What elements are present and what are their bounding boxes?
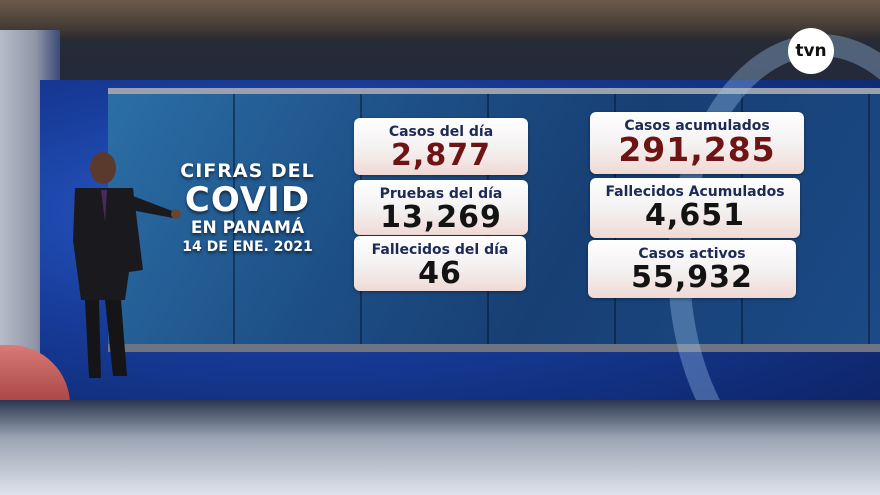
presenter-silhouette bbox=[73, 152, 181, 378]
stat-value: 4,651 bbox=[645, 198, 745, 233]
stat-label: Casos acumulados bbox=[624, 118, 770, 134]
title-line-2: COVID bbox=[184, 180, 311, 220]
studio-floor bbox=[0, 400, 880, 495]
stat-label: Fallecidos Acumulados bbox=[605, 184, 785, 200]
stat-label: Casos activos bbox=[638, 246, 746, 262]
stat-card-casos-activos: Casos activos 55,932 bbox=[588, 240, 796, 298]
graphic-title: CIFRAS DEL COVID EN PANAMÁ 14 DE ENE. 20… bbox=[180, 160, 315, 256]
stat-card-casos-del-dia: Casos del día 2,877 bbox=[354, 118, 528, 175]
title-date: 14 DE ENE. 2021 bbox=[182, 239, 313, 255]
stat-card-fallecidos-del-dia: Fallecidos del día 46 bbox=[354, 236, 526, 291]
title-line-3: EN PANAMÁ bbox=[190, 218, 305, 238]
stat-label: Pruebas del día bbox=[379, 186, 503, 202]
stat-value: 291,285 bbox=[618, 130, 776, 169]
stat-label: Fallecidos del día bbox=[371, 242, 509, 258]
stat-value: 2,877 bbox=[391, 138, 491, 173]
stat-card-fallecidos-acumulados: Fallecidos Acumulados 4,651 bbox=[590, 178, 800, 238]
title-line-1: CIFRAS DEL bbox=[180, 160, 315, 182]
stat-card-pruebas-del-dia: Pruebas del día 13,269 bbox=[354, 180, 528, 235]
stat-label: Casos del día bbox=[388, 124, 494, 140]
stat-card-casos-acumulados: Casos acumulados 291,285 bbox=[590, 112, 804, 174]
studio-ceiling bbox=[0, 0, 880, 40]
stat-value: 13,269 bbox=[380, 200, 502, 235]
stat-value: 55,932 bbox=[631, 260, 753, 295]
stat-value: 46 bbox=[418, 256, 462, 291]
tvn-logo: tvn bbox=[788, 28, 834, 74]
